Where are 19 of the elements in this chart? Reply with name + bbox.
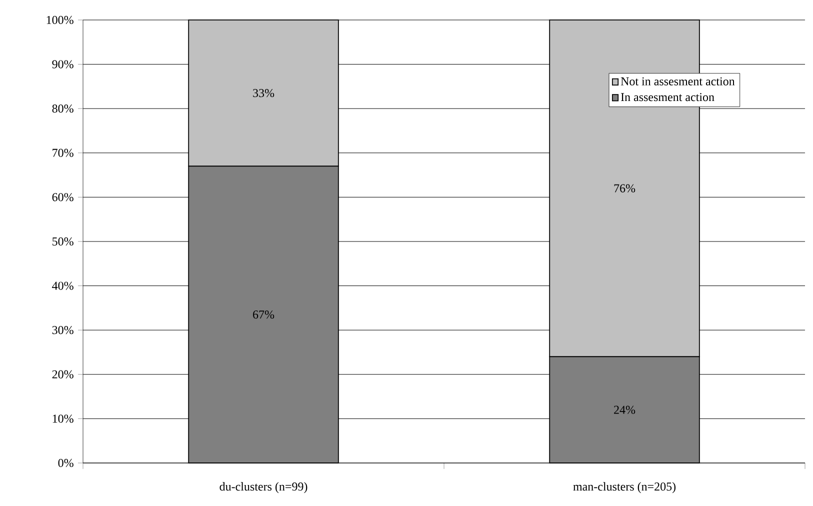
y-tick-label: 50%	[52, 237, 74, 246]
data-label: 76%	[614, 184, 636, 192]
data-label: 33%	[253, 89, 274, 98]
x-tick-label: du-clusters (n=99)	[220, 482, 308, 494]
legend-label: Not in assesment action	[620, 77, 735, 86]
y-tick-label: 90%	[52, 60, 74, 68]
data-label: 24%	[614, 406, 636, 414]
y-tick-label: 70%	[52, 148, 74, 157]
data-label: 67%	[253, 310, 274, 319]
x-tick-label: man-clusters (n=205)	[573, 482, 676, 494]
y-tick-label: 40%	[52, 282, 74, 290]
y-tick-label: 0%	[58, 458, 74, 468]
y-tick-label: 20%	[52, 370, 74, 378]
y-tick-label: 10%	[52, 414, 74, 423]
y-tick-label: 100%	[46, 16, 74, 24]
y-tick-label: 60%	[52, 193, 74, 202]
y-tick-label: 80%	[52, 104, 74, 113]
legend-label: In assesment action	[620, 93, 714, 102]
y-tick-label: 30%	[52, 326, 74, 334]
